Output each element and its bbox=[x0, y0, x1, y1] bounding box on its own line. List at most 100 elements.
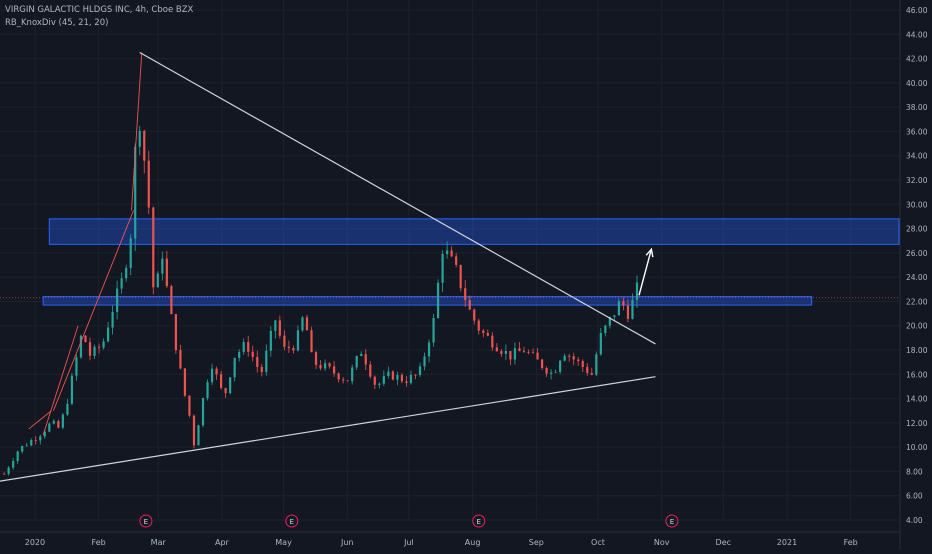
candle-body bbox=[88, 342, 92, 356]
candle-body bbox=[319, 364, 322, 369]
candle-body bbox=[491, 335, 494, 348]
candle-body bbox=[125, 267, 128, 279]
earnings-marker-icon[interactable] bbox=[139, 514, 153, 528]
candle-body bbox=[549, 372, 553, 374]
candle-body bbox=[170, 286, 173, 315]
price-axis-tick-label: 6.00 bbox=[906, 492, 923, 501]
time-axis-tick-label: Jul bbox=[403, 538, 414, 547]
price-axis-tick-label: 8.00 bbox=[906, 467, 923, 476]
candle-body bbox=[509, 351, 512, 360]
time-axis-tick-label: Mar bbox=[151, 538, 167, 547]
ascending-support[interactable] bbox=[0, 376, 656, 482]
candle-body bbox=[52, 421, 55, 424]
price-axis-tick-label: 22.00 bbox=[906, 297, 928, 306]
projection-arrow[interactable] bbox=[638, 249, 653, 296]
price-axis-tick-label: 12.00 bbox=[906, 419, 928, 428]
candle-body bbox=[97, 346, 101, 348]
candle-body bbox=[138, 130, 141, 147]
candle-body bbox=[39, 436, 42, 441]
candle-body bbox=[265, 350, 268, 373]
candle-body bbox=[188, 395, 191, 416]
middle-zone[interactable] bbox=[42, 296, 813, 306]
candle-body bbox=[215, 368, 218, 375]
candle-body bbox=[102, 341, 105, 348]
candle-body bbox=[455, 256, 458, 266]
symbol-title[interactable]: VIRGIN GALACTIC HLDGS INC, 4h, Cboe BZX bbox=[5, 5, 194, 15]
candle-body bbox=[400, 374, 404, 382]
candle-body bbox=[305, 317, 309, 331]
price-axis-tick-label: 28.00 bbox=[906, 225, 928, 234]
candle-body bbox=[631, 299, 634, 319]
candle-body bbox=[604, 325, 607, 333]
candle-body bbox=[513, 348, 517, 360]
candle-body bbox=[635, 282, 639, 300]
time-axis-tick-label: Jun bbox=[340, 538, 354, 547]
chart-legend: VIRGIN GALACTIC HLDGS INC, 4h, Cboe BZX … bbox=[5, 4, 193, 30]
candle-body bbox=[323, 363, 327, 369]
candle-body bbox=[504, 351, 507, 354]
candle-body bbox=[468, 299, 471, 310]
candle-body bbox=[48, 423, 51, 432]
earnings-marker-icon[interactable] bbox=[285, 514, 299, 528]
earnings-marker-label: E bbox=[144, 518, 148, 526]
time-axis-tick-label: Nov bbox=[654, 538, 670, 547]
candle-body bbox=[25, 445, 28, 447]
candle-body bbox=[595, 354, 598, 375]
divergence-line bbox=[53, 210, 134, 411]
price-axis-tick-label: 4.00 bbox=[906, 516, 923, 525]
candle-body bbox=[477, 320, 480, 331]
price-axis-tick-label: 20.00 bbox=[906, 322, 928, 331]
candle-body bbox=[364, 354, 367, 365]
candle-body bbox=[427, 342, 431, 357]
candle-body bbox=[120, 278, 123, 289]
candle-body bbox=[518, 348, 521, 352]
upper-resistance-zone[interactable] bbox=[48, 218, 900, 245]
candle-body bbox=[152, 207, 155, 288]
earnings-marker-icon[interactable] bbox=[665, 514, 679, 528]
candle-body bbox=[599, 332, 602, 355]
price-axis-tick-label: 16.00 bbox=[906, 370, 928, 379]
price-axis-tick-label: 36.00 bbox=[906, 127, 928, 136]
candle-body bbox=[581, 360, 584, 368]
candle-body bbox=[590, 373, 593, 375]
indicator-label[interactable]: RB_KnoxDiv (45, 21, 20) bbox=[5, 18, 109, 28]
candle-body bbox=[269, 330, 272, 351]
candle-body bbox=[229, 377, 232, 394]
price-axis-tick-label: 44.00 bbox=[906, 30, 928, 39]
time-axis-tick-label: 2021 bbox=[777, 538, 797, 547]
price-axis-tick-label: 32.00 bbox=[906, 176, 928, 185]
candle-body bbox=[66, 403, 69, 415]
candle-body bbox=[563, 355, 566, 361]
candle-body bbox=[75, 357, 78, 376]
divergence-line bbox=[131, 52, 143, 211]
candle-body bbox=[251, 351, 254, 357]
candle-body bbox=[608, 317, 611, 326]
earnings-marker-icon[interactable] bbox=[472, 514, 486, 528]
price-axis-tick-label: 38.00 bbox=[906, 103, 928, 112]
candle-body bbox=[414, 374, 417, 376]
candle-body bbox=[301, 317, 304, 331]
candle-body bbox=[247, 342, 250, 352]
candle-body bbox=[143, 130, 146, 161]
time-axis-tick-label: 2020 bbox=[25, 538, 45, 547]
candle-body bbox=[84, 335, 87, 343]
candle-body bbox=[116, 288, 119, 312]
earnings-marker-label: E bbox=[290, 518, 294, 526]
candle-body bbox=[12, 461, 15, 468]
candle-body bbox=[522, 351, 526, 353]
candle-body bbox=[179, 350, 182, 369]
candle-body bbox=[342, 379, 345, 381]
candle-body bbox=[409, 374, 413, 384]
candle-body bbox=[197, 425, 200, 446]
price-axis-tick-label: 30.00 bbox=[906, 200, 928, 209]
price-axis-tick-label: 26.00 bbox=[906, 249, 928, 258]
candle-body bbox=[500, 351, 503, 354]
candle-body bbox=[418, 366, 422, 375]
candle-body bbox=[328, 363, 331, 367]
candle-body bbox=[111, 311, 114, 328]
descending-resistance[interactable] bbox=[139, 51, 656, 345]
candle-body bbox=[531, 352, 535, 354]
candle-body bbox=[405, 381, 408, 384]
